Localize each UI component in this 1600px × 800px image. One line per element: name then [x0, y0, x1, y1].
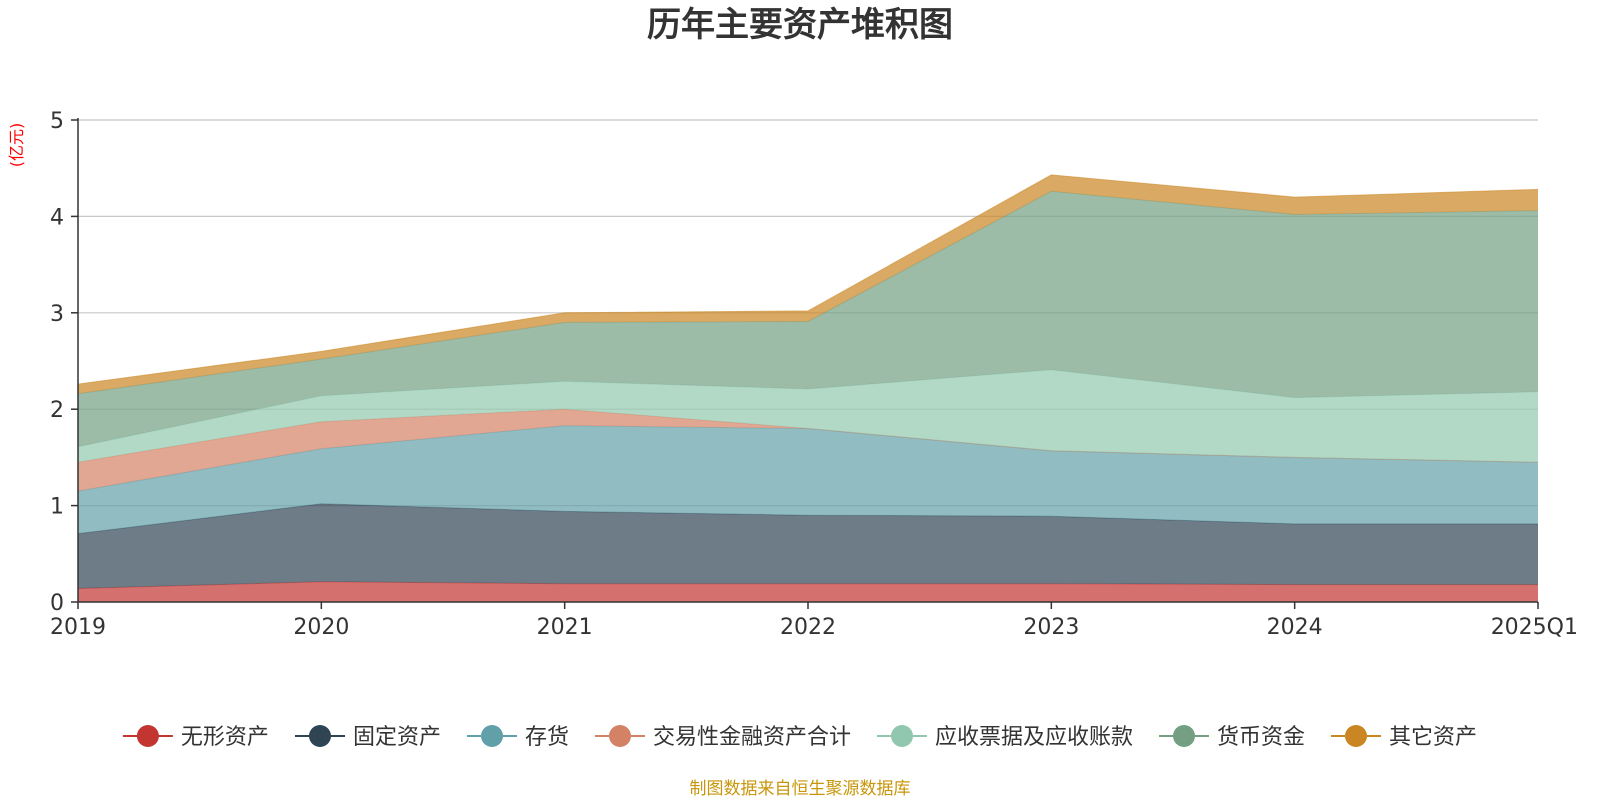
legend-label: 存货 — [525, 725, 569, 750]
x-tick-label: 2024 — [1267, 615, 1323, 640]
legend-label: 其它资产 — [1389, 725, 1477, 750]
area-series-5 — [78, 191, 1538, 447]
legend-item[interactable]: 应收票据及应收账款 — [877, 725, 1133, 750]
x-tick-label: 2019 — [50, 615, 106, 640]
legend-item[interactable]: 固定资产 — [295, 725, 441, 750]
source-note: 制图数据来自恒生聚源数据库 — [690, 779, 911, 799]
x-tick-label: 2025Q1 — [1491, 615, 1578, 640]
area-series-2 — [78, 425, 1538, 534]
legend-label: 应收票据及应收账款 — [935, 725, 1133, 750]
area-series-line-6 — [77, 174, 1539, 385]
y-tick-label: 2 — [50, 398, 64, 423]
legend-label: 货币资金 — [1217, 725, 1305, 750]
x-tick-label: 2021 — [537, 615, 593, 640]
legend-marker — [136, 725, 159, 747]
legend-marker — [309, 725, 331, 747]
chart-title: 历年主要资产堆积图 — [647, 5, 953, 45]
x-tick-label: 2020 — [293, 615, 349, 640]
y-tick-label: 4 — [50, 205, 64, 230]
legend-item[interactable]: 交易性金融资产合计 — [595, 725, 851, 750]
y-tick-label: 5 — [50, 109, 64, 134]
y-axis-unit-label: (亿元) — [7, 123, 26, 168]
legend-item[interactable]: 无形资产 — [122, 725, 269, 750]
x-tick-label: 2023 — [1023, 615, 1079, 640]
legend-marker — [891, 725, 913, 747]
legend-item[interactable]: 货币资金 — [1159, 725, 1305, 750]
area-series-3 — [78, 409, 1538, 492]
area-series-1 — [78, 503, 1538, 589]
legend-item[interactable]: 存货 — [467, 725, 569, 750]
y-tick-label: 0 — [50, 591, 64, 616]
legend-marker — [609, 725, 631, 747]
legend-label: 无形资产 — [181, 725, 269, 750]
legend-marker — [481, 725, 503, 747]
legend-label: 交易性金融资产合计 — [653, 725, 851, 750]
y-tick-label: 1 — [50, 495, 64, 520]
legend-marker — [1345, 725, 1367, 747]
area-series-6 — [78, 174, 1538, 394]
legend-label: 固定资产 — [353, 725, 441, 750]
legend-item[interactable]: 其它资产 — [1331, 725, 1477, 750]
area-series-0 — [78, 581, 1538, 602]
y-tick-label: 3 — [50, 302, 64, 327]
legend-marker — [1173, 725, 1195, 747]
area-series-4 — [78, 369, 1538, 463]
x-tick-label: 2022 — [780, 615, 836, 640]
